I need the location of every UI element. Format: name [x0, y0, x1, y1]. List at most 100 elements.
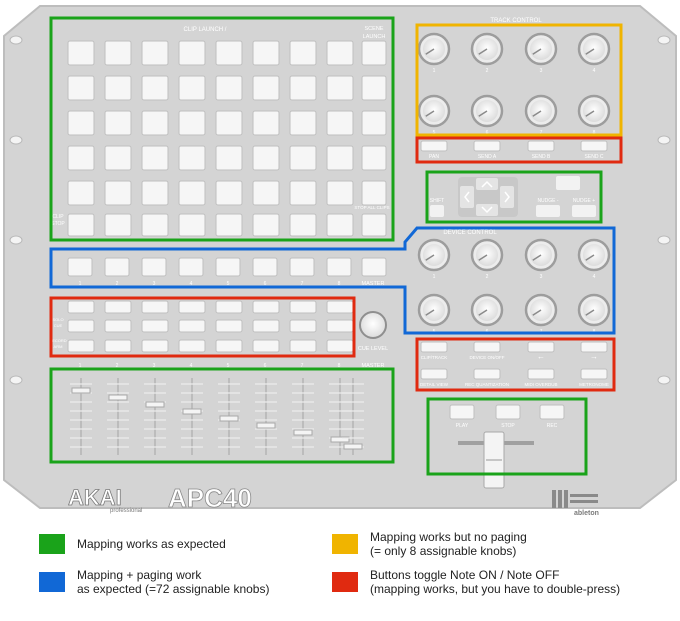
- track-strip-button[interactable]: [67, 319, 95, 333]
- clip-pad[interactable]: [289, 40, 317, 66]
- fader-handle[interactable]: [219, 415, 239, 422]
- clip-pad[interactable]: [141, 75, 169, 101]
- track-select-button[interactable]: [215, 257, 241, 277]
- clip-pad[interactable]: [104, 75, 132, 101]
- track-strip-button[interactable]: [326, 300, 354, 314]
- track-control-button[interactable]: [420, 140, 448, 152]
- clip-pad[interactable]: [104, 40, 132, 66]
- device-button[interactable]: [580, 368, 608, 380]
- clip-stop-button[interactable]: [67, 213, 95, 237]
- scene-launch-button[interactable]: [361, 180, 387, 206]
- clip-pad[interactable]: [178, 40, 206, 66]
- fader-handle[interactable]: [71, 387, 91, 394]
- track-strip-button[interactable]: [178, 319, 206, 333]
- clip-stop-button[interactable]: [252, 213, 280, 237]
- fader-handle[interactable]: [256, 422, 276, 429]
- tap-tempo-button[interactable]: [556, 176, 580, 190]
- clip-stop-button[interactable]: [289, 213, 317, 237]
- clip-pad[interactable]: [326, 40, 354, 66]
- clip-pad[interactable]: [326, 110, 354, 136]
- transport-button[interactable]: [449, 404, 475, 420]
- track-select-button[interactable]: [326, 257, 352, 277]
- fader-handle[interactable]: [330, 436, 350, 443]
- scene-launch-button[interactable]: [361, 40, 387, 66]
- clip-pad[interactable]: [104, 180, 132, 206]
- clip-pad[interactable]: [215, 110, 243, 136]
- clip-pad[interactable]: [141, 145, 169, 171]
- clip-pad[interactable]: [252, 110, 280, 136]
- clip-pad[interactable]: [141, 180, 169, 206]
- cue-level-knob[interactable]: [359, 311, 387, 339]
- clip-pad[interactable]: [178, 75, 206, 101]
- clip-pad[interactable]: [141, 40, 169, 66]
- nav-up-button[interactable]: [476, 178, 498, 190]
- track-strip-button[interactable]: [104, 319, 132, 333]
- clip-pad[interactable]: [252, 180, 280, 206]
- stop-all-clips-button[interactable]: [361, 213, 387, 237]
- device-button[interactable]: [420, 341, 448, 353]
- track-strip-button[interactable]: [252, 319, 280, 333]
- clip-pad[interactable]: [326, 145, 354, 171]
- track-strip-button[interactable]: [289, 339, 317, 353]
- track-select-button[interactable]: [252, 257, 278, 277]
- clip-pad[interactable]: [178, 145, 206, 171]
- nudge-plus-button[interactable]: [572, 205, 596, 217]
- clip-stop-button[interactable]: [141, 213, 169, 237]
- track-strip-button[interactable]: [326, 319, 354, 333]
- clip-pad[interactable]: [215, 180, 243, 206]
- track-control-button[interactable]: [580, 140, 608, 152]
- track-control-button[interactable]: [473, 140, 501, 152]
- shift-button[interactable]: [430, 205, 444, 217]
- clip-pad[interactable]: [215, 145, 243, 171]
- track-strip-button[interactable]: [67, 339, 95, 353]
- fader-handle[interactable]: [293, 429, 313, 436]
- clip-pad[interactable]: [252, 40, 280, 66]
- track-strip-button[interactable]: [104, 300, 132, 314]
- clip-pad[interactable]: [289, 110, 317, 136]
- track-strip-button[interactable]: [178, 300, 206, 314]
- clip-pad[interactable]: [252, 75, 280, 101]
- track-strip-button[interactable]: [67, 300, 95, 314]
- track-select-button[interactable]: [141, 257, 167, 277]
- track-select-button[interactable]: [67, 257, 93, 277]
- scene-launch-button[interactable]: [361, 75, 387, 101]
- device-button[interactable]: [473, 368, 501, 380]
- track-strip-button[interactable]: [215, 339, 243, 353]
- device-button[interactable]: [580, 341, 608, 353]
- clip-pad[interactable]: [104, 145, 132, 171]
- track-control-button[interactable]: [527, 140, 555, 152]
- clip-pad[interactable]: [141, 110, 169, 136]
- fader-handle[interactable]: [182, 408, 202, 415]
- clip-stop-button[interactable]: [215, 213, 243, 237]
- clip-pad[interactable]: [104, 110, 132, 136]
- transport-button[interactable]: [539, 404, 565, 420]
- clip-pad[interactable]: [67, 180, 95, 206]
- clip-pad[interactable]: [252, 145, 280, 171]
- track-strip-button[interactable]: [141, 319, 169, 333]
- clip-stop-button[interactable]: [178, 213, 206, 237]
- nudge-minus-button[interactable]: [536, 205, 560, 217]
- clip-pad[interactable]: [178, 180, 206, 206]
- clip-pad[interactable]: [67, 145, 95, 171]
- fader-handle[interactable]: [343, 443, 363, 450]
- clip-pad[interactable]: [215, 75, 243, 101]
- track-strip-button[interactable]: [289, 319, 317, 333]
- track-select-button[interactable]: [178, 257, 204, 277]
- nav-left-button[interactable]: [460, 186, 474, 208]
- track-strip-button[interactable]: [326, 339, 354, 353]
- track-strip-button[interactable]: [141, 300, 169, 314]
- scene-launch-button[interactable]: [361, 110, 387, 136]
- clip-stop-button[interactable]: [104, 213, 132, 237]
- fader-handle[interactable]: [108, 394, 128, 401]
- nav-down-button[interactable]: [476, 204, 498, 216]
- track-strip-button[interactable]: [289, 300, 317, 314]
- nav-right-button[interactable]: [500, 186, 514, 208]
- track-strip-button[interactable]: [215, 319, 243, 333]
- transport-button[interactable]: [495, 404, 521, 420]
- clip-pad[interactable]: [67, 110, 95, 136]
- clip-pad[interactable]: [215, 40, 243, 66]
- clip-stop-button[interactable]: [326, 213, 354, 237]
- track-strip-button[interactable]: [215, 300, 243, 314]
- track-select-button[interactable]: [104, 257, 130, 277]
- clip-pad[interactable]: [289, 180, 317, 206]
